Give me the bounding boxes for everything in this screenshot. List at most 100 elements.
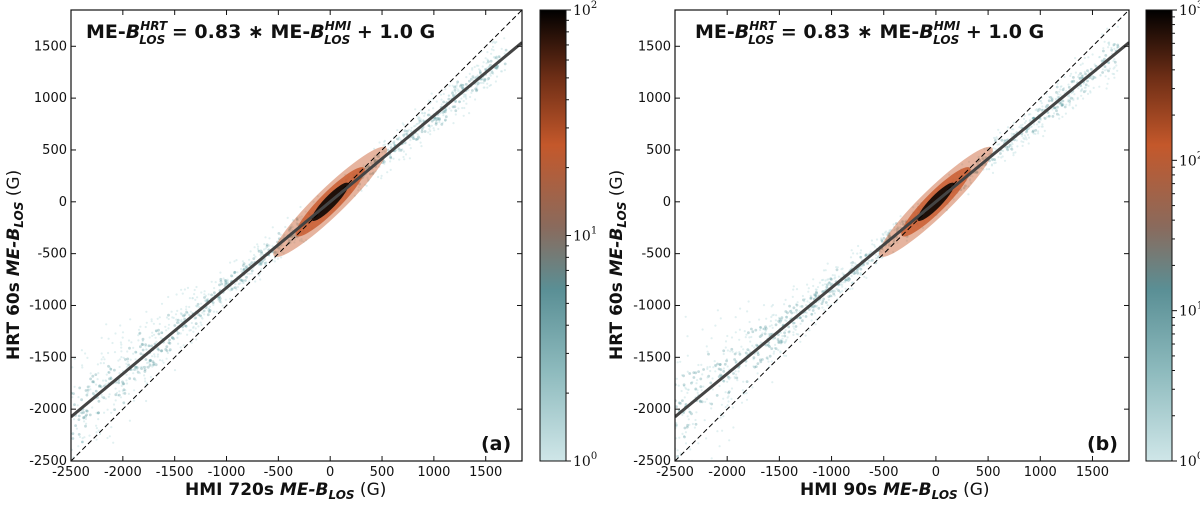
density-point [156,355,159,358]
density-point [1012,154,1015,157]
density-point [160,349,164,353]
density-point [95,438,98,441]
density-point [894,222,898,225]
density-point [835,287,838,290]
density-point [814,293,817,297]
density-point [709,369,712,373]
density-point [1092,76,1096,79]
density-point [148,359,152,362]
density-point [144,380,147,383]
density-point [282,236,285,239]
density-point [1031,129,1035,133]
density-point [205,298,209,302]
density-point [863,275,866,278]
density-point [1037,132,1040,135]
density-point [265,243,269,247]
density-point [118,372,121,375]
density-point [697,363,700,367]
density-point [1067,83,1070,86]
density-point [683,396,686,399]
density-point [151,365,154,368]
density-point [418,119,422,123]
density-point [850,249,853,252]
density-point [162,361,165,364]
density-point [1110,48,1114,52]
colorbar-b [1145,9,1173,462]
density-point [868,259,871,262]
density-point [460,97,463,100]
density-point [792,325,795,328]
density-point [191,297,194,300]
density-point [487,77,491,80]
density-point [1115,64,1118,67]
density-point [1103,40,1106,43]
density-point [747,300,750,303]
density-point [442,114,445,117]
density-point [84,417,87,421]
density-point [1056,105,1059,109]
density-point [701,328,704,331]
density-point [489,63,492,67]
density-point [364,166,368,170]
density-point [1018,126,1021,129]
density-point [795,303,799,307]
density-point [994,148,997,151]
density-point [152,322,155,325]
density-point [107,395,110,398]
density-point [77,418,81,421]
density-point [106,408,109,411]
density-point [977,155,980,159]
x-axis-label-a: HMI 720s ME-BLOS (G) [185,480,386,502]
y-tick-label: -500 [641,247,671,262]
density-point [484,57,487,60]
density-point [154,329,158,333]
density-point [996,138,999,141]
density-point [850,264,854,267]
density-point [847,277,850,280]
density-point [1087,84,1090,88]
density-point [141,337,145,341]
density-point [824,279,827,282]
density-point [896,241,899,244]
density-point [436,117,440,120]
density-point [899,225,902,229]
density-point [988,149,991,152]
density-point [1073,93,1076,96]
density-point [975,170,978,174]
density-point [369,172,372,176]
y-tick-label: -2000 [633,402,671,417]
density-point [252,257,256,260]
density-point [215,310,218,313]
density-point [719,373,722,377]
density-point [474,98,477,101]
density-point [156,317,159,320]
density-point [1101,71,1104,74]
colorbar-tick-label: 101 [573,226,597,245]
density-point [289,242,292,245]
density-point [496,65,499,68]
density-point [680,389,683,393]
density-point [503,37,506,40]
density-point [383,143,387,146]
density-point [741,389,745,392]
density-point [1027,136,1031,139]
density-point [398,158,401,161]
density-point [176,309,179,312]
density-point [408,143,411,146]
density-point [461,106,464,110]
density-point [768,345,771,348]
density-point [813,312,817,315]
density-point [823,309,826,312]
density-point [112,441,115,444]
density-point [826,262,829,265]
lines-a [71,10,522,461]
density-point [470,77,473,81]
density-point [814,294,818,297]
density-point [428,113,431,116]
density-point [688,410,692,414]
density-point [697,370,700,373]
density-point [875,238,879,241]
density-point [1084,86,1087,89]
density-point [799,305,802,308]
density-point [835,266,838,269]
